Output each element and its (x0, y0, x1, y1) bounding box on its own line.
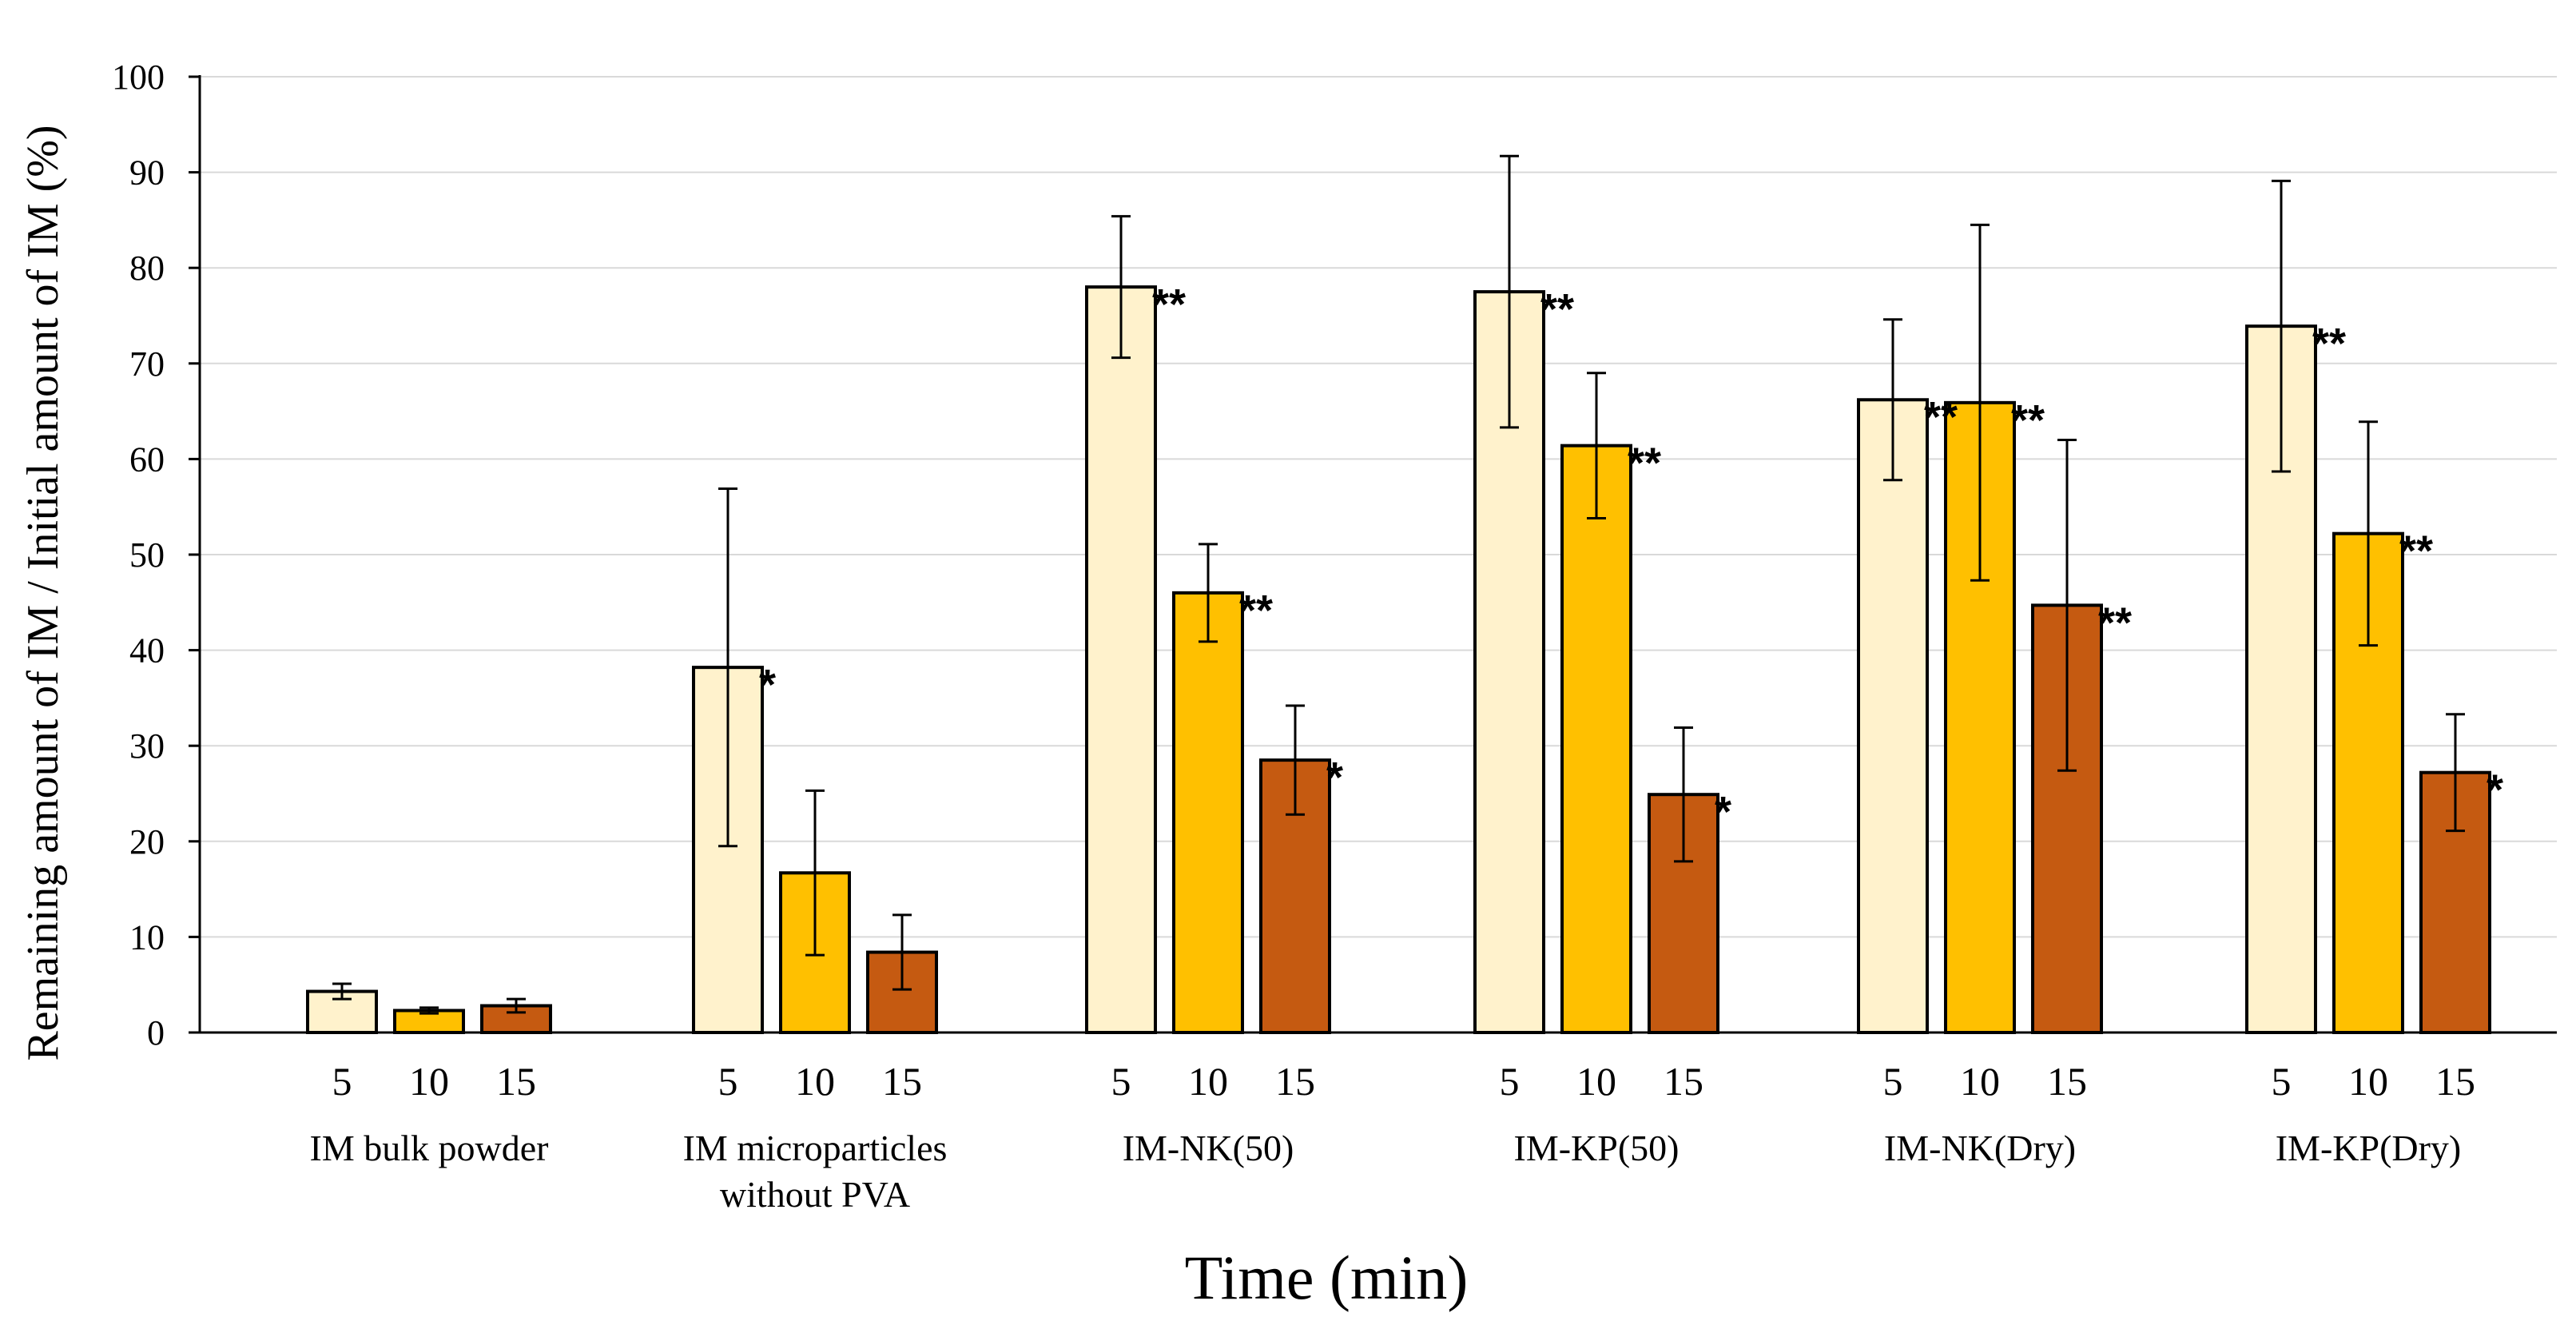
x-tick-label-g5-t15: 15 (2047, 1059, 2087, 1104)
y-tick-label-40: 40 (129, 631, 165, 670)
significance-marker-g6-t15: * (2487, 766, 2503, 814)
x-tick-label-g1-t15: 15 (496, 1059, 536, 1104)
significance-marker-g5-t10: ** (2011, 396, 2045, 444)
group-label-2-line2: without PVA (720, 1174, 910, 1215)
x-tick-label-g1-t5: 5 (332, 1059, 352, 1104)
x-tick-label-g3-t15: 15 (1275, 1059, 1315, 1104)
x-tick-label-g6-t10: 10 (2348, 1059, 2388, 1104)
significance-marker-g3-t15: * (1326, 754, 1343, 802)
group-label-5: IM-NK(Dry) (1884, 1128, 2076, 1168)
x-tick-label-g2-t15: 15 (882, 1059, 922, 1104)
significance-marker-g5-t5: ** (1924, 393, 1958, 441)
significance-marker-g4-t10: ** (1628, 440, 1661, 487)
significance-marker-g4-t15: * (1715, 788, 1731, 836)
y-tick-label-20: 20 (129, 822, 165, 861)
significance-marker-g2-t5: * (759, 661, 776, 709)
gridlines (200, 76, 2557, 938)
labels: 0 10 20 30 40 50 60 70 80 90 100 5 10 15 IM bulk powde… (112, 58, 2503, 1215)
y-tick-label-0: 0 (147, 1013, 165, 1052)
y-tick-label-70: 70 (129, 344, 165, 384)
group-label-6: IM-KP(Dry) (2276, 1128, 2462, 1168)
x-tick-label-g6-t15: 15 (2435, 1059, 2475, 1104)
x-tick-label-g5-t5: 5 (1883, 1059, 1903, 1104)
x-tick-label-g4-t5: 5 (1500, 1059, 1520, 1104)
group-label-1: IM bulk powder (310, 1128, 549, 1168)
x-tick-label-g4-t15: 15 (1664, 1059, 1703, 1104)
bars (306, 154, 2491, 1035)
x-tick-label-g3-t10: 10 (1188, 1059, 1228, 1104)
significance-marker-g3-t10: ** (1239, 587, 1273, 635)
y-tick-label-30: 30 (129, 726, 165, 766)
group-label-3: IM-NK(50) (1123, 1128, 1294, 1168)
y-tick-label-10: 10 (129, 917, 165, 957)
bar-g3-t10 (1172, 591, 1244, 1034)
significance-marker-g5-t15: ** (2098, 599, 2132, 647)
x-tick-label-g3-t5: 5 (1111, 1059, 1131, 1104)
bar-g6-t10 (2332, 531, 2404, 1034)
x-axis-title: Time (min) (1185, 1243, 1469, 1312)
y-tick-label-60: 60 (129, 440, 165, 479)
significance-marker-g3-t5: ** (1152, 281, 1186, 328)
significance-marker-g6-t10: ** (2399, 527, 2433, 575)
significance-marker-g6-t5: ** (2312, 320, 2346, 368)
axes (189, 75, 2557, 1034)
significance-marker-g4-t5: ** (1540, 285, 1574, 333)
group-label-4: IM-KP(50) (1514, 1128, 1680, 1168)
x-tick-label-g6-t5: 5 (2272, 1059, 2292, 1104)
y-axis-title: Remaining amount of IM / Initial amount … (18, 125, 68, 1060)
y-tick-label-90: 90 (129, 153, 165, 193)
bar-g3-t5 (1085, 285, 1157, 1034)
group-label-2: IM microparticles (683, 1128, 948, 1168)
x-tick-label-g1-t10: 10 (409, 1059, 449, 1104)
x-tick-label-g5-t10: 10 (1960, 1059, 2000, 1104)
y-tick-label-100: 100 (112, 58, 165, 97)
bar-g5-t5 (1857, 398, 1929, 1034)
x-tick-label-g2-t10: 10 (795, 1059, 835, 1104)
y-tick-label-50: 50 (129, 535, 165, 575)
y-tick-label-80: 80 (129, 249, 165, 288)
bar-g4-t10 (1560, 444, 1632, 1034)
x-tick-label-g4-t10: 10 (1576, 1059, 1616, 1104)
x-tick-label-g2-t5: 5 (718, 1059, 738, 1104)
